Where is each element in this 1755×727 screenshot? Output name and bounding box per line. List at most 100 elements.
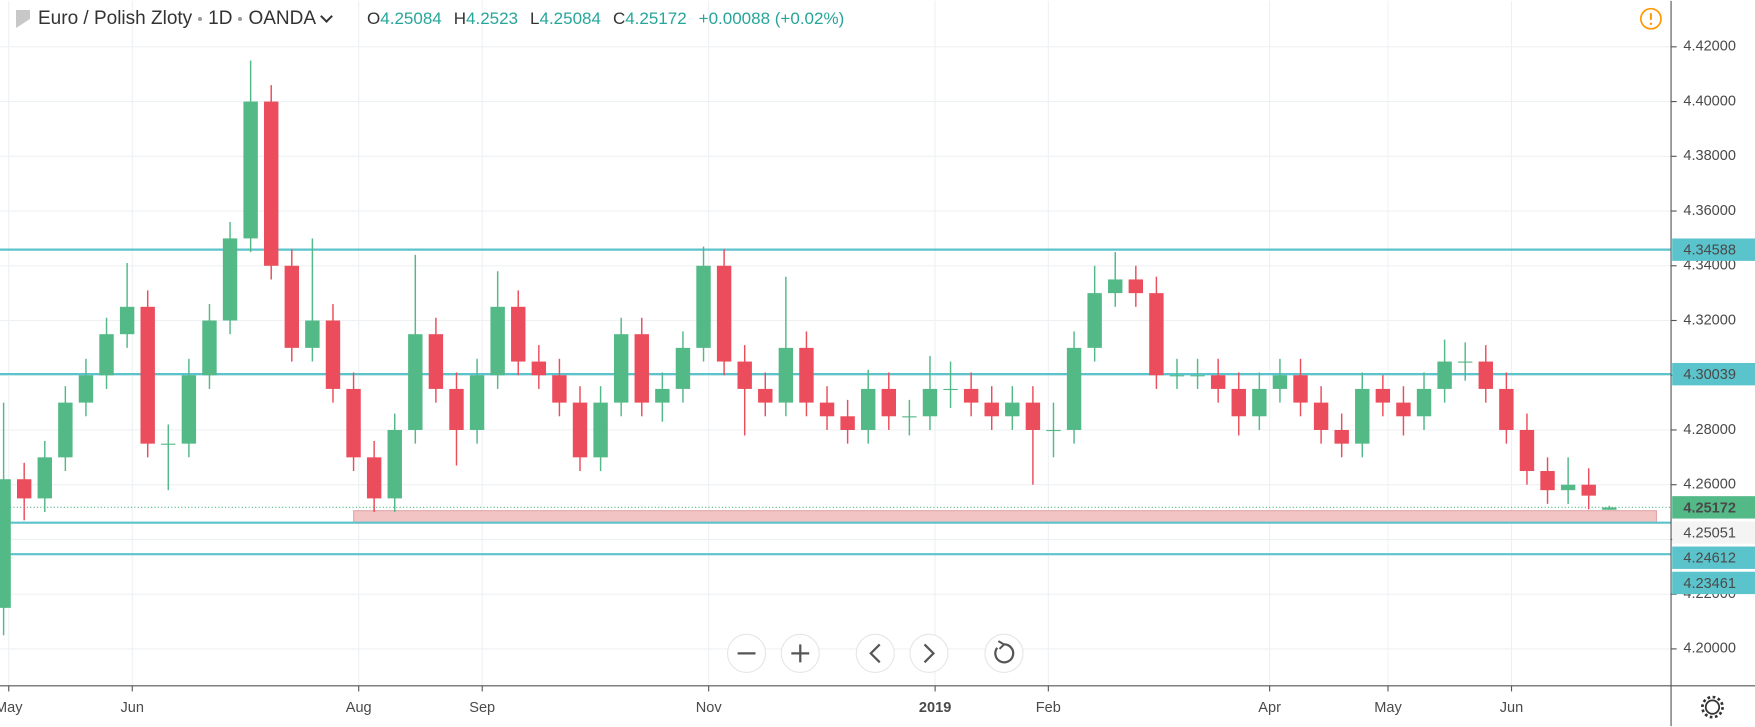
settings-button[interactable] (1701, 695, 1724, 719)
candle-body (1334, 429, 1349, 444)
candle-body (943, 388, 958, 391)
x-tick-label: Sep (469, 700, 495, 716)
grid (0, 0, 1672, 686)
change: +0.00088 (+0.02%) (698, 9, 845, 28)
candle-body (16, 479, 32, 499)
candle-body (799, 347, 814, 403)
candle-body (758, 388, 773, 403)
candle-body (387, 429, 402, 499)
candle-body (264, 101, 279, 266)
x-tick-label: Apr (1258, 700, 1281, 716)
candle-body (1519, 429, 1535, 472)
symbol[interactable]: Euro / Polish Zloty (38, 8, 193, 29)
candle-body (655, 388, 670, 403)
nav-buttons (726, 633, 1024, 673)
candle-body (366, 457, 382, 499)
level-label-box (1672, 546, 1755, 569)
candle-body (1478, 361, 1493, 389)
candle-body (243, 101, 258, 239)
candle-body (716, 265, 732, 362)
legend-header: Euro / Polish Zloty 1D OANDA O4.25084 H4… (16, 6, 844, 32)
candle-body (58, 402, 73, 458)
zone-label: 4.25051 (1683, 526, 1736, 542)
candle-body (1210, 375, 1226, 389)
low-key: L (530, 9, 540, 28)
candle-body (202, 320, 217, 376)
levels (0, 248, 1672, 556)
candle-body (0, 479, 11, 608)
candle-body (119, 306, 135, 335)
candle-body (1560, 484, 1576, 491)
candle-body (675, 347, 691, 389)
level-label-box (1672, 571, 1755, 595)
broker[interactable]: OANDA (248, 8, 317, 29)
scroll-left-button[interactable] (855, 633, 895, 673)
symbol-dropdown[interactable] (320, 9, 333, 23)
candle-body (1128, 279, 1144, 294)
candle-body (1190, 375, 1205, 377)
separator (238, 17, 243, 21)
candle-body (881, 388, 896, 417)
price-label: 4.25172 (1683, 500, 1736, 516)
separator (198, 17, 203, 21)
reset-button[interactable] (984, 633, 1024, 673)
y-tick-label: 4.32000 (1683, 312, 1736, 328)
candle-body (1025, 402, 1041, 430)
candles (0, 60, 1617, 636)
x-tick-label: May (1374, 700, 1402, 716)
candle-body (99, 334, 114, 376)
level-label: 4.30039 (1683, 367, 1736, 383)
high-key: H (453, 9, 467, 28)
candle-body (1355, 388, 1370, 444)
candle-body (1231, 388, 1246, 417)
candle-body (469, 375, 485, 430)
scroll-right-button[interactable] (909, 633, 949, 673)
y-tick-label: 4.34000 (1683, 258, 1736, 274)
candle-body (1046, 429, 1061, 432)
candle-body (78, 375, 94, 403)
candle-body (593, 402, 608, 458)
y-tick-label: 4.38000 (1683, 148, 1736, 164)
candle-body (428, 334, 444, 389)
zoom-in-button[interactable] (780, 633, 820, 673)
level-label: 4.24612 (1683, 551, 1736, 567)
close-key: C (612, 9, 626, 28)
x-tick-label: Feb (1036, 700, 1061, 716)
candle-body (1581, 484, 1596, 496)
x-tick-label: Nov (696, 700, 723, 716)
candle-body (1602, 507, 1617, 510)
info-icon[interactable] (1639, 7, 1662, 30)
candle-body (449, 388, 464, 430)
level-label: 4.34588 (1683, 243, 1736, 259)
candle-body (1457, 361, 1473, 363)
y-tick-label: 4.40000 (1683, 93, 1736, 109)
candle-body (1066, 347, 1082, 430)
candle-body (1499, 388, 1514, 430)
candle-body (1416, 388, 1432, 417)
x-tick-label: Jun (121, 700, 144, 716)
price-axis: 4.200004.220004.240004.260004.280004.300… (1671, 39, 1755, 657)
candle-body (552, 375, 567, 403)
candle-body (181, 375, 197, 444)
candle-body (1293, 375, 1308, 403)
candle-body (1540, 471, 1555, 491)
candle-body (984, 402, 999, 417)
y-tick-label: 4.20000 (1683, 641, 1736, 657)
candle-body (819, 402, 835, 417)
candle-body (1437, 361, 1452, 389)
candle-body (1313, 402, 1329, 430)
candle-body (572, 402, 588, 458)
candle-body (490, 306, 505, 376)
time-axis: May Jun Aug Sep Nov 2019 Feb Apr May Jun (0, 685, 1523, 716)
open-value: 4.25084 (380, 9, 442, 28)
candle-body (861, 388, 876, 430)
interval[interactable]: 1D (208, 8, 233, 29)
y-tick-label: 4.42000 (1683, 39, 1736, 55)
candle-body (1108, 279, 1123, 294)
zoom-out-button[interactable] (726, 633, 767, 673)
candle-body (634, 334, 649, 403)
candle-body (346, 388, 361, 458)
